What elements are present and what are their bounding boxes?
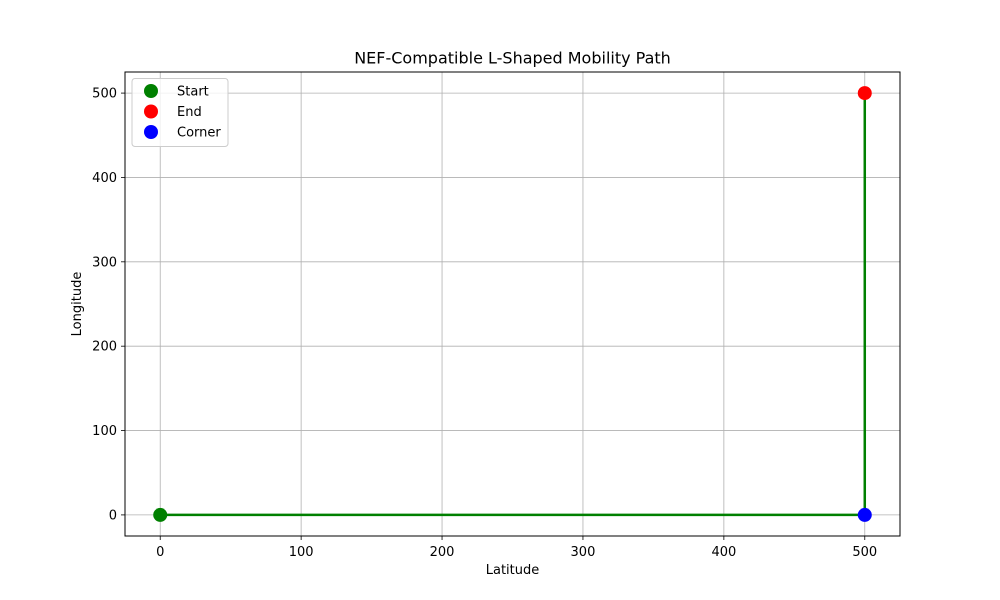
x-axis-title: Latitude (486, 563, 540, 578)
legend-items: Start End Corner (144, 84, 221, 141)
start-marker (153, 507, 168, 522)
legend-end-label: End (177, 105, 202, 120)
end-marker (857, 86, 872, 101)
y-tick-label: 100 (92, 424, 117, 439)
y-tick-label: 500 (92, 87, 117, 102)
x-tick-label: 0 (156, 545, 164, 560)
x-tick-label: 300 (571, 545, 596, 560)
plot-frame (124, 71, 901, 537)
legend-end-marker (144, 104, 158, 119)
legend: Start End Corner (131, 78, 229, 147)
y-tick-label: 200 (92, 340, 117, 355)
legend-corner-marker (144, 125, 158, 139)
legend-start-label: Start (177, 85, 209, 100)
chart-title: NEF-Compatible L-Shaped Mobility Path (354, 49, 671, 68)
series-layer (153, 86, 872, 522)
legend-start-marker (144, 84, 158, 98)
y-tick-label: 300 (92, 255, 117, 270)
x-tick-label: 100 (289, 545, 314, 560)
x-tick-label: 500 (852, 545, 877, 560)
tick-layer: 0 100 200 300 400 500 0 100 200 300 400 500 (92, 87, 877, 560)
x-tick-label: 400 (711, 545, 736, 560)
x-tick-label: 200 (430, 545, 455, 560)
legend-corner-label: Corner (177, 126, 221, 141)
corner-marker (857, 507, 872, 522)
y-tick-label: 400 (92, 171, 117, 186)
y-axis-title: Longitude (70, 272, 85, 337)
y-tick-label: 0 (109, 508, 117, 523)
